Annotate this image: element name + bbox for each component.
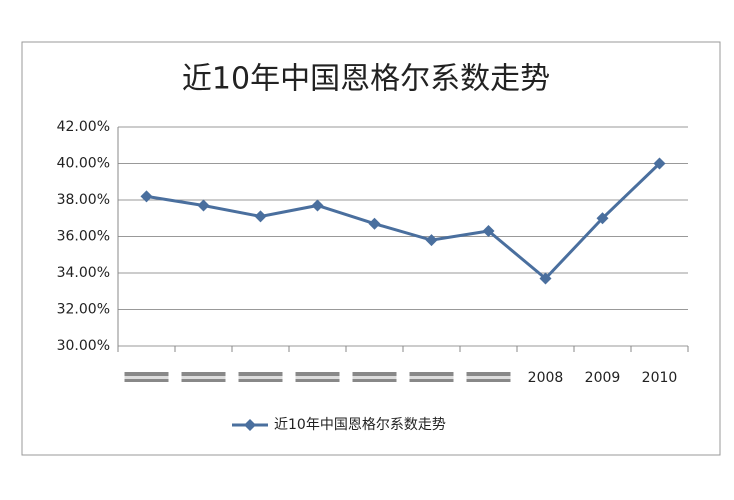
y-tick-label: 36.00% <box>57 229 110 245</box>
data-point <box>425 234 438 247</box>
data-point <box>311 199 324 212</box>
data-point <box>482 225 495 238</box>
data-point <box>596 212 609 225</box>
obscured-label <box>124 376 169 379</box>
obscured-label <box>352 376 397 379</box>
chart-title: 近10年中国恩格尔系数走势 <box>182 62 550 97</box>
y-tick-label: 42.00% <box>57 119 110 135</box>
data-point <box>254 210 267 223</box>
x-tick-label: 2009 <box>585 370 621 386</box>
chart-frame <box>21 41 721 456</box>
data-point <box>197 199 210 212</box>
x-tick-label: 2008 <box>528 370 564 386</box>
obscured-label <box>295 376 340 379</box>
legend-label: 近10年中国恩格尔系数走势 <box>274 417 446 433</box>
obscured-label <box>466 376 511 379</box>
y-tick-label: 38.00% <box>57 192 110 208</box>
series-line <box>146 162 661 281</box>
data-point <box>539 272 552 285</box>
data-point <box>140 190 153 203</box>
obscured-label <box>238 376 283 379</box>
y-tick-label: 40.00% <box>57 156 110 172</box>
data-point <box>368 217 381 230</box>
x-tick-label: 2010 <box>642 370 678 386</box>
y-tick-label: 34.00% <box>57 265 110 281</box>
y-tick-label: 30.00% <box>57 338 110 354</box>
legend-marker <box>244 419 256 431</box>
y-tick-label: 32.00% <box>57 302 110 318</box>
obscured-label <box>181 376 226 379</box>
obscured-label <box>409 376 454 379</box>
data-point <box>653 157 666 170</box>
